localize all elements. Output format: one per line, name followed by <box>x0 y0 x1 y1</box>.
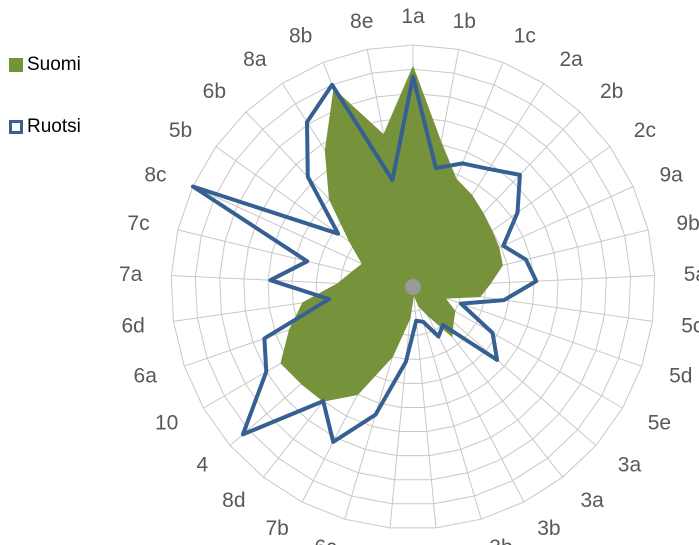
axis-label: 6a <box>134 365 158 388</box>
legend: Suomi Ruotsi <box>9 54 81 178</box>
axis-label: 5e <box>648 412 671 435</box>
axis-label: 3b <box>489 536 512 545</box>
axis-label: 8e <box>350 10 373 33</box>
axis-label: 5b <box>169 119 192 142</box>
grid-spoke <box>412 286 482 520</box>
axis-label: 8b <box>289 24 312 47</box>
axis-label: 6c <box>315 536 337 545</box>
grid-ring <box>315 189 511 384</box>
series-suomi-area <box>280 66 503 402</box>
grid-spoke <box>412 286 437 528</box>
axis-label: 2b <box>600 80 623 103</box>
legend-item-suomi: Suomi <box>9 54 81 76</box>
center-hub <box>405 279 421 295</box>
axis-label: 7c <box>127 212 149 235</box>
axis-label: 3b <box>537 517 560 540</box>
axis-label: 8c <box>144 163 166 186</box>
legend-swatch-ruotsi <box>9 120 23 134</box>
axis-label: 6b <box>203 80 226 103</box>
axis-label: 2c <box>634 119 656 142</box>
legend-label-ruotsi: Ruotsi <box>27 116 81 137</box>
legend-label-suomi: Suomi <box>27 54 81 75</box>
legend-item-ruotsi: Ruotsi <box>9 116 81 138</box>
axis-label: 9a <box>660 163 684 186</box>
radar-hub <box>405 279 421 295</box>
axis-label: 10 <box>155 412 178 435</box>
axis-label: 2a <box>560 48 584 71</box>
grid-spoke <box>412 286 525 503</box>
grid-ring <box>194 68 632 505</box>
axis-label: 7b <box>265 517 288 540</box>
series-layer <box>190 66 539 444</box>
axis-label: 1a <box>401 5 425 28</box>
legend-swatch-suomi <box>9 58 23 72</box>
axis-label: 5c <box>681 315 699 338</box>
axis-label: 7a <box>119 263 143 286</box>
grid-ring <box>170 44 656 529</box>
grid-spoke <box>412 286 642 367</box>
axis-label: 8a <box>243 48 267 71</box>
grid-ring <box>291 165 535 408</box>
axis-label: 8d <box>222 489 245 512</box>
grid-spoke <box>389 286 414 528</box>
axis-label: 1c <box>514 24 536 47</box>
axis-labels: 1a1b1c2a2b2c9a9b5a5c5d5e3a3a3b3b6e7d6c7b… <box>119 5 699 545</box>
axis-label: 1b <box>453 10 476 33</box>
grid-ring <box>219 92 607 481</box>
grid-ring <box>243 117 583 457</box>
grid-ring <box>267 141 559 432</box>
axis-label: 3a <box>581 489 605 512</box>
axis-label: 6d <box>121 315 144 338</box>
axis-label: 5d <box>669 365 692 388</box>
axis-label: 9b <box>676 212 699 235</box>
axis-label: 3a <box>618 454 642 477</box>
axis-label: 5a <box>684 263 699 286</box>
series-ruotsi-line <box>190 74 539 444</box>
axis-label: 4 <box>197 454 209 477</box>
